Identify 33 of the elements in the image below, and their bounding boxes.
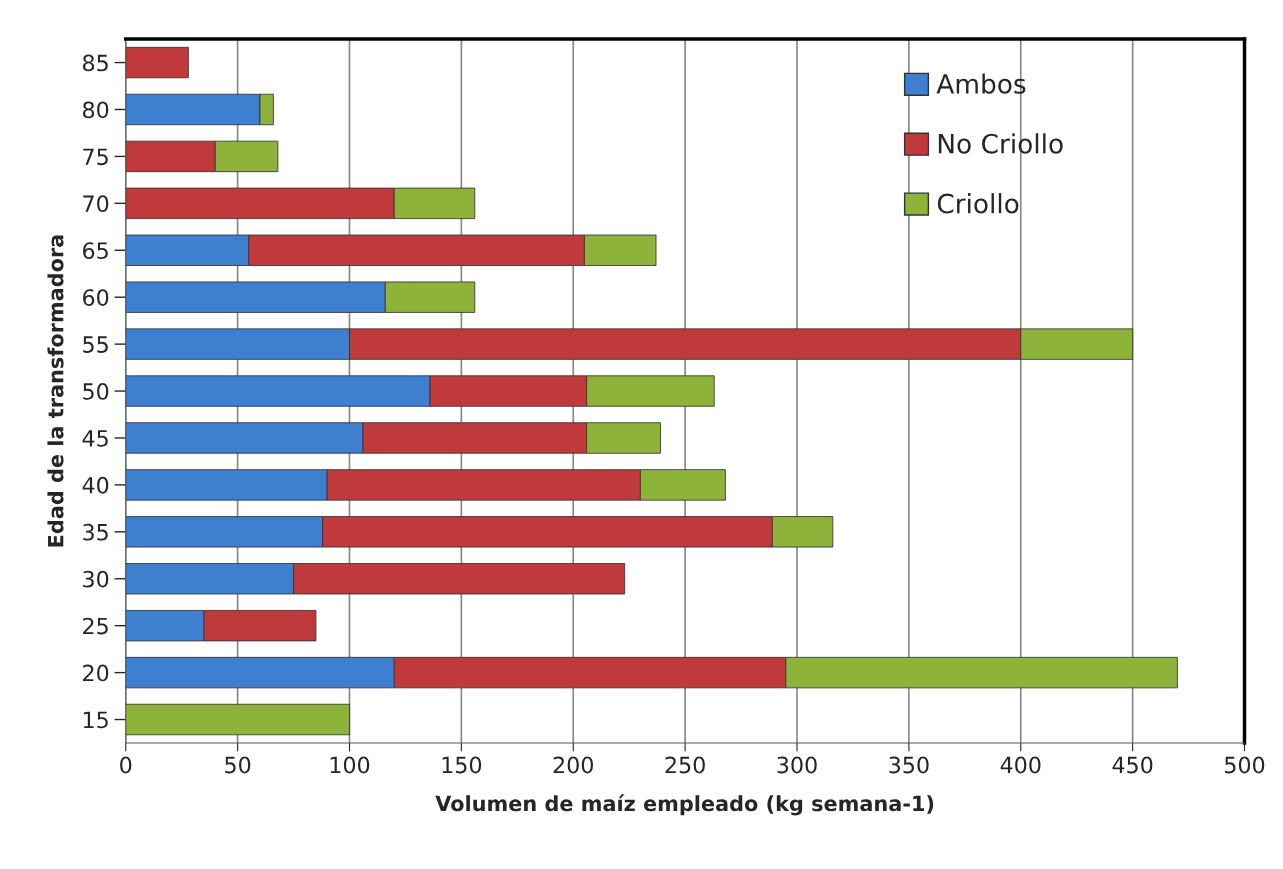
- x-tick-label: 100: [330, 756, 370, 774]
- legend-label: Criollo: [937, 193, 1019, 214]
- y-tick-label: 15: [83, 711, 108, 729]
- x-tick-label: 300: [777, 756, 817, 774]
- bar: [125, 46, 189, 79]
- y-tick-label: 65: [83, 242, 108, 260]
- y-tick-label: 35: [83, 523, 108, 541]
- y-tick-label: 40: [82, 476, 109, 494]
- x-tick-label: 50: [225, 756, 251, 774]
- x-axis-title: Volumen de maíz empleado (kg semana-1): [435, 794, 934, 816]
- x-tick-label: 0: [120, 756, 132, 774]
- y-axis-title: Edad de la transformadora: [47, 235, 64, 547]
- legend-label: No Criollo: [938, 133, 1063, 154]
- y-tick-label: 50: [83, 383, 109, 400]
- y-tick-label: 75: [83, 148, 108, 166]
- x-tick-label: 200: [553, 756, 593, 774]
- y-tick-label: 80: [82, 101, 109, 119]
- x-tick-label: 450: [1112, 756, 1153, 774]
- x-tick-label: 400: [1000, 756, 1041, 774]
- legend-label: Ambos: [936, 73, 1026, 94]
- y-tick-label: 85: [82, 54, 108, 72]
- x-tick-label: 500: [1225, 756, 1265, 774]
- y-tick-label: 25: [83, 617, 108, 635]
- y-tick-label: 70: [83, 195, 109, 213]
- x-tick-label: 250: [665, 756, 705, 774]
- x-tick-label: 150: [442, 756, 482, 774]
- bar: [125, 703, 350, 736]
- y-tick-label: 30: [83, 570, 109, 588]
- y-tick-label: 55: [83, 336, 108, 353]
- y-tick-label: 60: [83, 289, 109, 306]
- x-tick-label: 350: [889, 756, 929, 774]
- y-tick-label: 45: [82, 430, 108, 447]
- y-tick-label: 20: [83, 664, 109, 682]
